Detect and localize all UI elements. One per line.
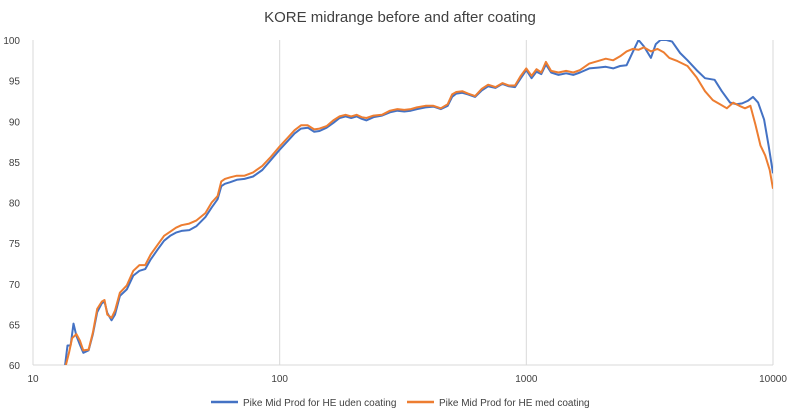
y-tick-label: 80 (9, 199, 21, 210)
legend-label-med-coating: Pike Mid Prod for HE med coating (439, 398, 590, 409)
x-tick-label: 10 (27, 374, 39, 385)
legend: Pike Mid Prod for HE uden coating Pike M… (211, 398, 590, 409)
series-line-med-coating (64, 46, 773, 365)
grid-lines (32, 40, 774, 366)
y-tick-label: 65 (9, 320, 21, 331)
y-tick-label: 90 (9, 117, 21, 128)
y-tick-label: 100 (3, 36, 20, 47)
x-tick-label: 100 (271, 374, 288, 385)
legend-label-uden-coating: Pike Mid Prod for HE uden coating (243, 398, 396, 409)
y-tick-label: 60 (9, 361, 21, 372)
y-tick-label: 75 (9, 239, 21, 250)
x-tick-label: 1000 (515, 374, 538, 385)
x-tick-label: 10000 (759, 374, 787, 385)
chart-title: KORE midrange before and after coating (264, 9, 536, 26)
y-tick-label: 70 (9, 280, 21, 291)
y-tick-label: 95 (9, 77, 21, 88)
axis-ticks: 10 100 1000 10000 60 65 70 75 80 85 90 95 100 (3, 36, 787, 385)
series-lines (64, 40, 773, 365)
series-line-uden-coating (64, 40, 773, 365)
y-tick-label: 85 (9, 158, 21, 169)
